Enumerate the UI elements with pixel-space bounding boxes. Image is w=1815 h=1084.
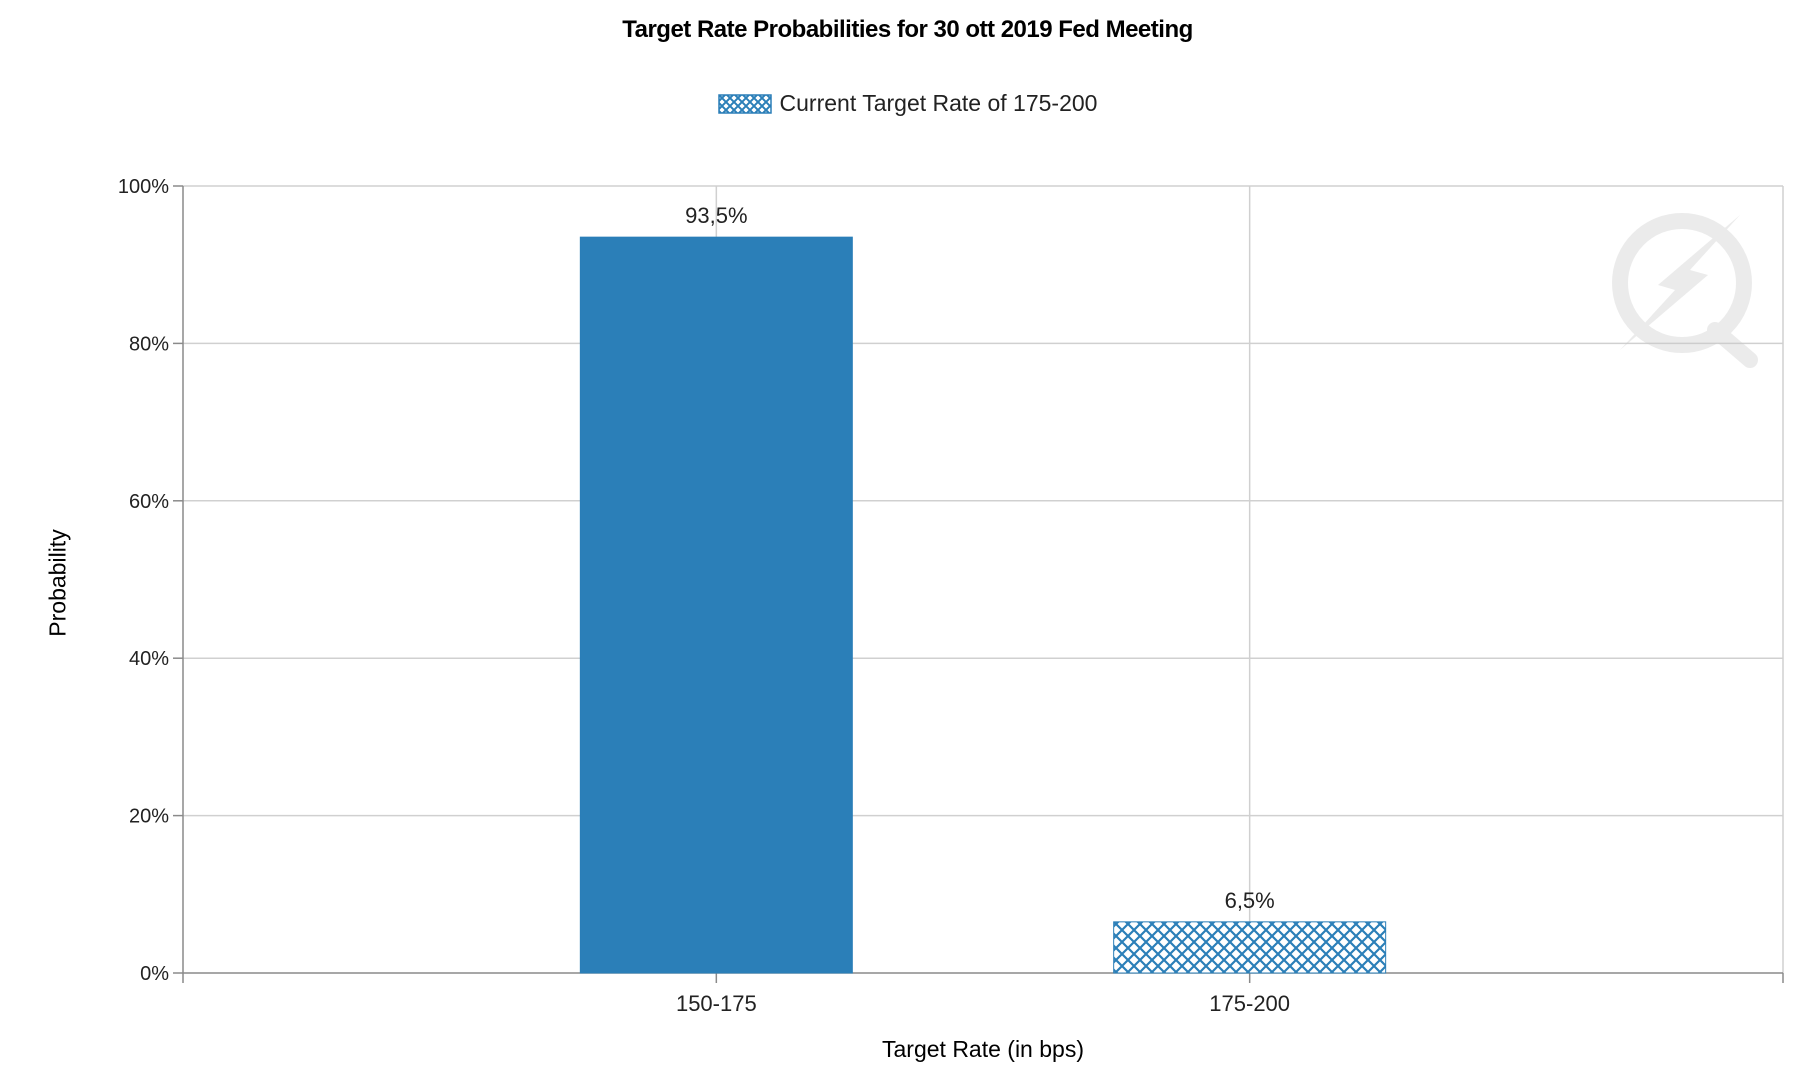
x-tick-label: 175-200 — [1209, 991, 1290, 1016]
legend-swatch-hatched — [717, 93, 772, 114]
y-tick-label: 40% — [129, 648, 169, 670]
y-tick-label: 0% — [140, 963, 169, 985]
labels: 0% 20% 40% 60% 80% 100% 93,5% 150-175 6,5% 175-20… — [118, 176, 1290, 1016]
watermark-logo — [1612, 213, 1758, 368]
legend: Current Target Rate of 175-200 — [0, 90, 1815, 117]
y-tick-label: 80% — [129, 333, 169, 355]
grid-lines — [183, 185, 1784, 973]
axes — [173, 185, 1784, 983]
chart-title: Target Rate Probabilities for 30 ott 201… — [622, 16, 1193, 43]
legend-label: Current Target Rate of 175-200 — [779, 90, 1098, 116]
x-tick-label: 150-175 — [676, 991, 757, 1016]
x-axis-label: Target Rate (in bps) — [882, 1036, 1084, 1062]
bar-value-label: 6,5% — [1225, 888, 1275, 913]
y-tick-label: 20% — [129, 806, 169, 828]
y-tick-label: 60% — [129, 491, 169, 513]
bar-150-175 — [579, 236, 853, 974]
bar-175-200 — [1113, 921, 1387, 974]
y-tick-label: 100% — [118, 176, 169, 198]
bar-value-label: 93,5% — [685, 203, 747, 228]
bars — [579, 236, 1387, 974]
